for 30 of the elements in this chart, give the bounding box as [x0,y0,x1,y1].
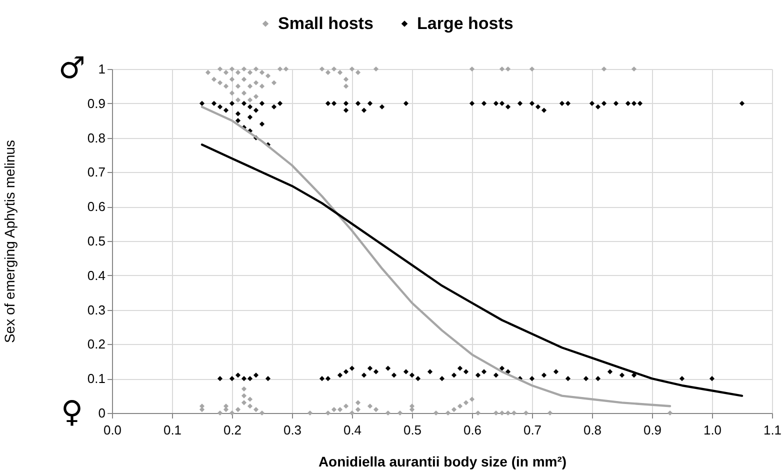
y-tick-label: 1 [98,62,106,76]
text: ♀ [61,395,83,430]
x-tick-label: 0.0 [103,422,122,438]
x-axis-title: Aonidiella aurantii body size (in mm²) [318,454,567,470]
y-tick-label: 0.9 [87,96,106,111]
y-tick-label: 0.3 [87,302,106,318]
x-tick-label: 0.3 [283,422,302,438]
y-tick-label: 0.6 [87,199,106,214]
y-tick-label: 0.8 [87,130,106,146]
legend-label: Large hosts [417,14,514,33]
x-tick-label: 1.0 [703,422,722,438]
y-tick-label: 0.5 [87,234,106,248]
x-tick-label: 0.1 [163,422,182,438]
y-axis-title: Sex of emerging Aphytis melinus [1,140,18,344]
y-tick-label: 0 [98,406,106,420]
x-tick-label: 0.2 [223,422,242,438]
y-tick-label: 0.7 [87,164,106,180]
y-tick-label: 0.4 [87,268,106,283]
line-series [200,144,744,397]
y-tick-label: 0.2 [87,336,106,352]
x-tick-label: 0.8 [583,422,602,438]
x-tick-label: 0.4 [343,422,362,438]
x-tick-label: 0.5 [403,422,422,438]
x-tick-label: 0.9 [643,422,662,438]
x-tick-label: 0.6 [463,422,482,438]
text: ♂ [58,51,86,86]
legend-label: Small hosts [278,14,374,33]
y-tick-label: 0.1 [87,371,106,386]
x-tick-label: 0.7 [523,422,542,438]
x-tick-label: 1.1 [763,422,782,438]
